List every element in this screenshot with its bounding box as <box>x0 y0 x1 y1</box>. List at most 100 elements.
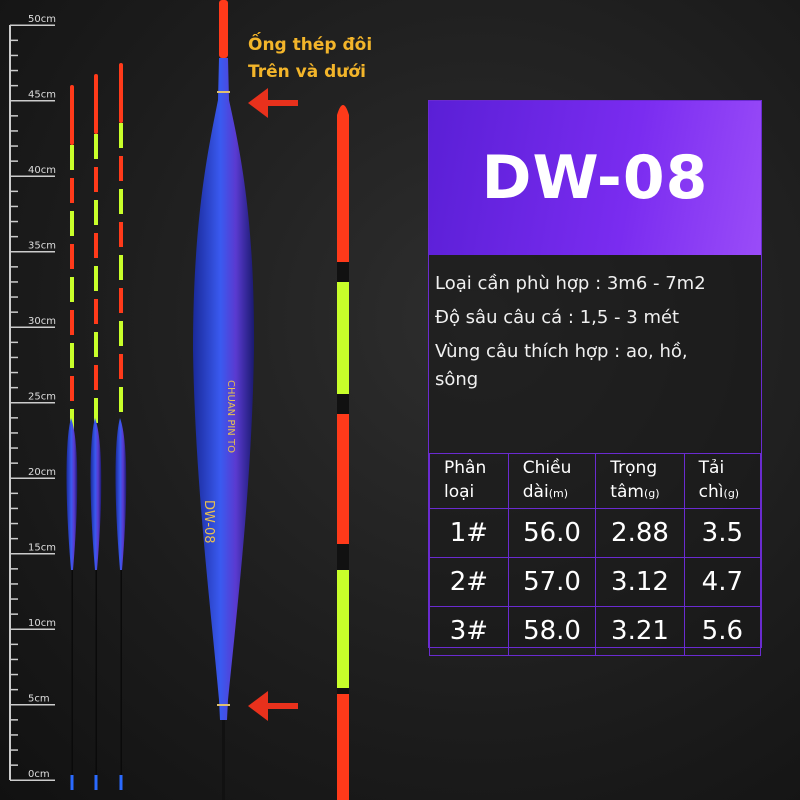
ruler-tick <box>10 628 55 630</box>
ruler-tick <box>10 54 18 57</box>
header-line-1: Tải <box>698 458 725 478</box>
ruler-label: 50cm <box>28 14 56 25</box>
ruler-tick <box>10 613 18 615</box>
column-header: Trọng tâm(g) <box>595 453 685 509</box>
ruler-tick <box>10 326 55 328</box>
ruler-tick <box>10 643 18 646</box>
table-cell: 57.0 <box>507 557 597 607</box>
ruler-tick <box>10 417 18 419</box>
table-cell: 2.88 <box>595 508 685 558</box>
small-float <box>115 63 127 790</box>
ruler-label: 15cm <box>28 543 56 554</box>
table-row: 1# 56.0 2.88 3.5 <box>429 508 762 558</box>
table-cell: 3# <box>429 606 509 656</box>
column-header: Tải chì(g) <box>683 453 762 509</box>
ruler-tick <box>10 734 18 736</box>
arrow-left-icon <box>248 691 298 721</box>
ruler-tick <box>10 673 18 676</box>
spec-panel: DW-08 Loại cần phù hợp : 3m6 - 7m2 Độ sâ… <box>428 100 762 656</box>
header-line-2: chì <box>698 482 724 502</box>
small-float <box>90 74 102 790</box>
spec-info: Loại cần phù hợp : 3m6 - 7m2 Độ sâu câu … <box>429 255 761 403</box>
table-cell: 5.6 <box>683 606 762 656</box>
caption: Ống thép đôi Trên và dưới <box>248 32 372 86</box>
float-tip-closeup <box>337 105 349 800</box>
table-cell: 3.12 <box>595 557 685 607</box>
ruler-label: 25cm <box>28 392 56 403</box>
ruler-tick <box>10 296 18 298</box>
ruler-tick <box>10 371 18 374</box>
ruler-tick <box>10 130 18 132</box>
ruler-tick <box>10 447 18 449</box>
table-cell: 56.0 <box>507 508 597 558</box>
header-line-1: Trọng <box>610 458 658 478</box>
ruler-label: 20cm <box>28 467 56 478</box>
header-line-2: dài <box>522 482 549 502</box>
column-header: Chiều dài(m) <box>507 453 597 509</box>
ruler-tick <box>10 205 18 208</box>
caption-line-1: Ống thép đôi <box>248 35 373 55</box>
ruler-tick <box>10 432 18 434</box>
table-cell: 3.5 <box>683 508 762 558</box>
ruler-tick <box>10 386 18 389</box>
header-unit: (m) <box>548 487 568 500</box>
header-unit: (g) <box>643 487 660 500</box>
area-line-cont: sông <box>435 369 479 390</box>
small-float <box>66 85 78 790</box>
ruler-tick <box>10 84 18 87</box>
ruler-tick <box>10 356 18 359</box>
table-cell: 58.0 <box>507 606 597 656</box>
ruler-tick <box>10 598 18 600</box>
table-body: 1# 56.0 2.88 3.5 2# 57.0 3.12 4.7 3# 58.0 3.21 5.6 <box>429 508 762 656</box>
ruler-tick <box>10 100 55 102</box>
header-line-2: loại <box>444 482 475 502</box>
table-row: 3# 58.0 3.21 5.6 <box>429 606 762 656</box>
ruler-tick <box>10 69 18 72</box>
ruler-tick <box>10 522 18 525</box>
ruler-tick <box>10 658 18 661</box>
ruler-tick <box>10 507 18 510</box>
ruler-label: 45cm <box>28 90 56 101</box>
table-header-row: Phân loại Chiều dài(m) Trọng tâm(g) Tải chì(g) <box>429 453 762 509</box>
ruler-tick <box>10 39 18 42</box>
depth-line: Độ sâu câu cá : 1,5 - 3 mét <box>435 307 680 328</box>
float-model: DW-08 <box>201 500 216 544</box>
ruler-tick <box>10 779 55 781</box>
ruler-tick <box>10 749 18 751</box>
table-cell: 1# <box>429 508 509 558</box>
arrow-left-icon <box>248 88 298 118</box>
ruler-label: 30cm <box>28 316 56 327</box>
small-floats <box>66 63 127 790</box>
float-brand: CHUAN PIN TO <box>225 380 236 453</box>
ruler-tick <box>10 764 18 766</box>
ruler-tick <box>10 251 55 253</box>
spec-table: Phân loại Chiều dài(m) Trọng tâm(g) Tải chì(g) … <box>429 453 762 656</box>
ruler-tick <box>10 266 18 268</box>
ruler-tick <box>10 583 18 585</box>
ruler-tick <box>10 553 55 555</box>
ruler-label: 35cm <box>28 241 56 252</box>
spec-header: DW-08 <box>429 101 761 255</box>
ruler-tick <box>10 115 18 117</box>
header-line-1: Phân <box>444 458 487 478</box>
table-cell: 3.21 <box>595 606 685 656</box>
ruler-label: 5cm <box>28 694 50 705</box>
ruler-tick <box>10 235 18 238</box>
ruler-tick <box>10 462 18 464</box>
ruler-tick <box>10 160 18 162</box>
rod-length-line: Loại cần phù hợp : 3m6 - 7m2 <box>435 273 706 294</box>
ruler-label: 0cm <box>28 769 50 780</box>
ruler-label: 10cm <box>28 618 56 629</box>
column-header: Phân loại <box>429 453 509 509</box>
header-unit: (g) <box>723 487 740 500</box>
ruler-tick <box>10 719 18 721</box>
ruler-tick <box>10 537 18 540</box>
table-row: 2# 57.0 3.12 4.7 <box>429 557 762 607</box>
ruler-tick <box>10 220 18 223</box>
ruler-tick <box>10 190 18 193</box>
ruler-tick <box>10 311 18 313</box>
ruler-tick <box>10 704 55 706</box>
area-line: Vùng câu thích hợp : ao, hồ, <box>435 341 688 362</box>
header-line-2: tâm <box>610 482 644 502</box>
